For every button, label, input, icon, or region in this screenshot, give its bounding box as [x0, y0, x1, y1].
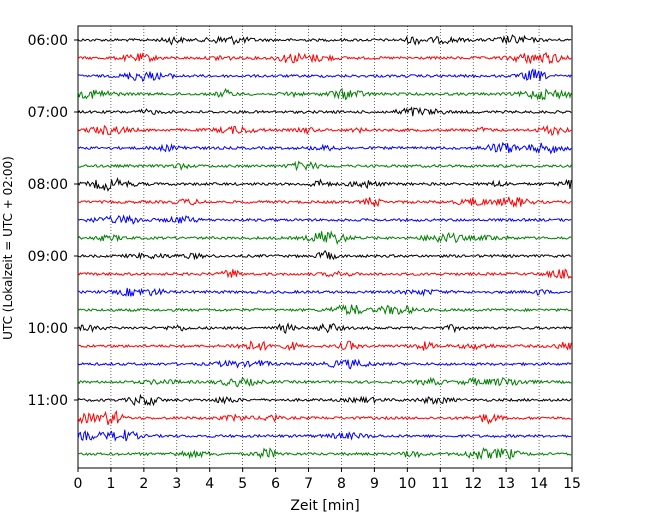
trace-line [77, 141, 572, 155]
trace-line [77, 393, 572, 407]
x-tick-label: 4 [205, 476, 214, 492]
y-tick-label: 10:00 [28, 321, 68, 337]
x-tick-label: 14 [530, 476, 548, 492]
trace-line [77, 214, 572, 225]
seismic-traces [77, 34, 572, 461]
x-tick-label: 6 [271, 476, 280, 492]
y-tick-label: 08:00 [28, 177, 68, 193]
x-tick-label: 11 [431, 476, 449, 492]
x-axis-label: Zeit [min] [290, 498, 359, 514]
x-tick-label: 12 [464, 476, 482, 492]
trace-line [77, 250, 572, 261]
x-tick-label: 13 [497, 476, 515, 492]
trace-line [77, 340, 572, 352]
x-tick-label: 7 [304, 476, 313, 492]
x-axis-ticks: 0 1 2 3 4 5 6 7 8 9 10 11 12 13 14 15 [74, 468, 581, 492]
y-axis-ticks: 06:00 07:00 08:00 09:00 10:00 11:00 [28, 33, 78, 409]
trace-line [77, 68, 572, 83]
trace-line [77, 303, 572, 316]
x-tick-label: 9 [370, 476, 379, 492]
y-tick-label: 07:00 [28, 105, 68, 121]
y-tick-label: 09:00 [28, 249, 68, 265]
trace-line [77, 196, 572, 208]
trace-line [77, 410, 572, 426]
trace-line [77, 358, 572, 370]
y-tick-label: 11:00 [28, 393, 68, 409]
y-tick-label: 06:00 [28, 33, 68, 49]
trace-line [77, 376, 572, 388]
y-axis-label: UTC (Lokalzeit = UTC + 02:00) [1, 156, 15, 340]
x-tick-label: 15 [563, 476, 581, 492]
plot-area [77, 25, 573, 469]
x-tick-label: 8 [337, 476, 346, 492]
trace-line [77, 176, 572, 192]
x-tick-label: 2 [139, 476, 148, 492]
trace-line [77, 51, 572, 65]
x-tick-label: 10 [398, 476, 416, 492]
x-tick-label: 3 [172, 476, 181, 492]
trace-line [77, 87, 572, 101]
x-tick-label: 0 [74, 476, 83, 492]
trace-line [77, 287, 572, 297]
trace-line [77, 106, 572, 117]
trace-line [77, 34, 572, 46]
x-tick-label: 1 [106, 476, 115, 492]
trace-line [77, 447, 572, 461]
plot-frame [77, 25, 573, 469]
trace-line [77, 230, 572, 246]
trace-line [77, 160, 572, 172]
trace-line [77, 124, 572, 137]
trace-line [77, 322, 572, 334]
x-tick-label: 5 [238, 476, 247, 492]
trace-line [77, 429, 572, 442]
trace-line [77, 268, 572, 280]
